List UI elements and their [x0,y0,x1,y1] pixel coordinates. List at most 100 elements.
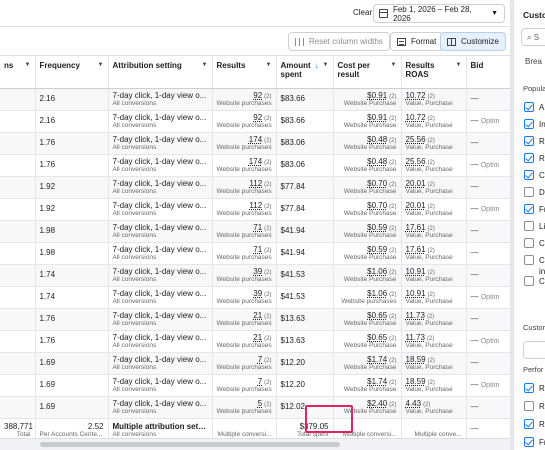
table-row[interactable]: 1.98 7-day click, 1-day view o... All conv… [0,242,510,265]
custom-metric-input[interactable] [523,341,545,359]
results-roas-cell[interactable]: 11.73 (2) Value, Purchase [401,308,467,331]
clear-link[interactable]: Clear [353,8,373,17]
column-checkbox[interactable] [524,419,534,429]
cost-per-result-cell[interactable]: $1.74 (2) Website Purchase [333,374,402,397]
table-row[interactable]: 1.76 7-day click, 1-day view o... All conv… [0,330,510,353]
reset-column-widths-button[interactable]: Reset column widths [288,32,390,51]
results-cell[interactable]: 92 (2) Website purchases [212,88,277,111]
cost-per-result-cell[interactable]: $1.74 (2) Website Purchase [333,352,402,375]
column-checkbox[interactable] [524,255,534,265]
table-row[interactable]: 2.16 7-day click, 1-day view o... All conv… [0,88,510,111]
results-cell[interactable]: 174 (2) Website purchases [212,154,277,177]
cost-per-result-cell[interactable]: $0.91 (2) Website Purchase [333,88,402,111]
results-cell[interactable]: 39 (2) Website purchases [212,286,277,309]
date-range-picker[interactable]: Feb 1, 2026 – Feb 28, 2026 ▼ [373,4,505,23]
table-footer-totals: 388,771 Total 2.52 Per Accounts Cente... M… [0,417,510,438]
results-cell[interactable]: 71 (2) Website purchases [212,220,277,243]
cost-per-result-cell[interactable]: $2.40 (2) Website Purchase [333,396,402,419]
results-cell[interactable]: 71 (2) Website purchases [212,242,277,265]
scrollbar-thumb[interactable] [40,442,340,447]
cost-per-result-cell[interactable]: $0.48 (2) Website Purchase [333,132,402,155]
table-row[interactable]: 1.76 7-day click, 1-day view o... All conv… [0,308,510,331]
column-checkbox[interactable] [524,401,534,411]
cost-per-result-cell[interactable]: $0.48 (2) Website Purchase [333,154,402,177]
bid-cell: — [466,176,510,199]
results-roas-cell[interactable]: 25.56 (2) Value, Purchase [401,154,467,177]
column-header-attribution[interactable]: Attribution setting ▼ [108,56,213,89]
results-roas-cell[interactable]: 17.61 (2) Value, Purchase [401,242,467,265]
results-cell[interactable]: 39 (2) Website purchases [212,264,277,287]
column-checkbox[interactable] [524,221,534,231]
table-row[interactable]: 2.16 7-day click, 1-day view o... All conv… [0,110,510,133]
column-checkbox[interactable] [524,153,534,163]
column-search-input[interactable]: ⌕ S [521,28,545,46]
results-roas-cell[interactable]: 10.91 (2) Value, Purchase [401,264,467,287]
results-cell[interactable]: 112 (2) Website purchases [212,198,277,221]
column-checkbox[interactable] [524,119,534,129]
results-roas-cell[interactable]: 10.72 (2) Value, Purchase [401,88,467,111]
table-row[interactable]: 1.69 7-day click, 1-day view o... All conv… [0,352,510,375]
results-roas-cell[interactable]: 20.01 (2) Value, Purchase [401,198,467,221]
results-cell[interactable]: 5 (2) Website purchases [212,396,277,419]
table-row[interactable]: 1.69 7-day click, 1-day view o... All conv… [0,374,510,397]
results-cell[interactable]: 7 (2) Website purchases [212,374,277,397]
cost-per-result-cell[interactable]: $0.65 (2) Website Purchase [333,330,402,353]
results-cell[interactable]: 7 (2) Website purchases [212,352,277,375]
footer-results-roas: Multiple conve... [401,417,467,438]
results-cell[interactable]: 92 (2) Website purchases [212,110,277,133]
format-button[interactable]: Format [390,32,444,51]
results-roas-cell[interactable]: 17.61 (2) Value, Purchase [401,220,467,243]
cost-per-result-cell[interactable]: $0.70 (2) Website Purchase [333,198,402,221]
cost-per-result-cell[interactable]: $1.06 (2) Website Purchase [333,264,402,287]
table-row[interactable]: 1.74 7-day click, 1-day view o... All conv… [0,264,510,287]
column-header-partial[interactable]: ns ▼ [0,56,36,89]
results-roas-cell[interactable]: 18.59 (2) Value, Purchase [401,352,467,375]
column-header-results[interactable]: Results ▼ [212,56,277,89]
table-row[interactable]: 1.76 7-day click, 1-day view o... All conv… [0,154,510,177]
column-header-frequency[interactable]: Frequency ▼ [35,56,109,89]
results-roas-cell[interactable]: 18.59 (2) Value, Purchase [401,374,467,397]
column-header-cost-per-result[interactable]: Cost per result ▼ [333,56,402,89]
cost-per-result-cell[interactable]: $0.59 (2) Website Purchase [333,242,402,265]
cost-per-result-cell[interactable]: $0.59 (2) Website Purchase [333,220,402,243]
horizontal-scrollbar[interactable] [0,438,510,450]
cost-per-result-cell[interactable]: $0.65 (2) Website Purchase [333,308,402,331]
column-checkbox[interactable] [524,437,534,447]
amount-spent-cell: $77.84 [276,176,334,199]
column-checkbox[interactable] [524,170,534,180]
cost-per-result-cell[interactable]: $0.91 (2) Website Purchase [333,110,402,133]
column-header-results-roas[interactable]: Results ROAS ▼ [401,56,467,89]
results-roas-cell[interactable]: 10.72 (2) Value, Purchase [401,110,467,133]
cost-per-result-cell[interactable]: $0.70 (2) Website Purchase [333,176,402,199]
attribution-cell: 7-day click, 1-day view o... All conversi… [108,396,213,419]
reach-cell [0,396,36,419]
column-header-bid[interactable]: Bid [466,56,510,89]
results-cell[interactable]: 21 (2) Website purchases [212,330,277,353]
results-cell[interactable]: 174 (2) Website purchases [212,132,277,155]
column-checkbox[interactable] [524,238,534,248]
results-cell[interactable]: 21 (2) Website purchases [212,308,277,331]
cost-per-result-cell[interactable]: $1.06 (2) Website purchases [333,286,402,309]
table-row[interactable]: 1.98 7-day click, 1-day view o... All conv… [0,220,510,243]
results-roas-cell[interactable]: 10.91 (2) Value, Purchase [401,286,467,309]
results-roas-cell[interactable]: 11.73 (2) Value, Purchase [401,330,467,353]
column-checkbox[interactable] [524,383,534,393]
table-row[interactable]: 1.74 7-day click, 1-day view o... All conv… [0,286,510,309]
results-cell[interactable]: 112 (2) Website purchases [212,176,277,199]
column-checkbox[interactable] [524,276,534,286]
table-row[interactable]: 1.69 7-day click, 1-day view o... All conv… [0,396,510,419]
customize-button[interactable]: Customize [440,32,506,51]
table-row[interactable]: 1.76 7-day click, 1-day view o... All conv… [0,132,510,155]
column-checkbox[interactable] [524,102,534,112]
results-roas-cell[interactable]: 4.43 (2) Value, Purchase [401,396,467,419]
table-vertical-scrollbar[interactable] [510,0,513,450]
table-row[interactable]: 1.92 7-day click, 1-day view o... All conv… [0,176,510,199]
table-row[interactable]: 1.92 7-day click, 1-day view o... All conv… [0,198,510,221]
column-header-amount-spent[interactable]: Amount spent ↓ ▼ [276,56,334,89]
results-roas-cell[interactable]: 25.56 (2) Value, Purchase [401,132,467,155]
results-roas-cell[interactable]: 20.01 (2) Value, Purchase [401,176,467,199]
column-checkbox[interactable] [524,136,534,146]
column-checkbox-label: R [539,154,545,163]
column-checkbox[interactable] [524,187,534,197]
column-checkbox[interactable] [524,204,534,214]
